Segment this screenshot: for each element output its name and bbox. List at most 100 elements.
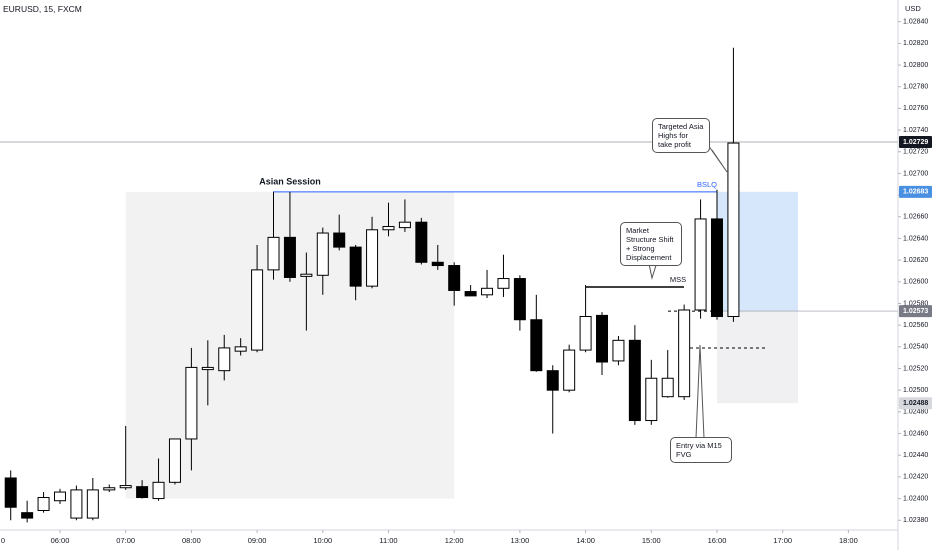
y-tick-label: 1.02760	[903, 105, 928, 112]
candle-body	[119, 485, 132, 489]
x-tick-label: 0	[1, 536, 5, 545]
axis-unit: USD	[905, 4, 921, 13]
y-tick-label: 1.02400	[903, 495, 928, 502]
x-tick-label: 08:00	[182, 536, 201, 545]
y-tick-label: 1.02560	[903, 322, 928, 329]
bslq-label: BSLQ	[697, 180, 717, 189]
mss-label: MSS	[670, 275, 686, 284]
price-marker-label: 1.02729	[903, 139, 928, 146]
x-tick-label: 07:00	[116, 536, 135, 545]
x-tick-label: 13:00	[511, 536, 530, 545]
y-tick-label: 1.02720	[903, 149, 928, 156]
y-tick-label: 1.02820	[903, 40, 928, 47]
pointer	[707, 144, 728, 173]
candle-body	[366, 229, 379, 287]
y-tick-label: 1.02440	[903, 452, 928, 459]
candle-body	[234, 346, 247, 352]
candle-body	[152, 481, 165, 500]
candle-body	[612, 339, 625, 362]
candle-body	[218, 347, 231, 372]
session-label: Asian Session	[259, 176, 321, 186]
candle-body	[431, 261, 444, 267]
callout-structure: Market Structure Shift + Strong Displace…	[620, 222, 682, 266]
candle-body	[86, 489, 99, 519]
price-marker-label: 1.02683	[903, 189, 928, 196]
price-marker-label: 1.02488	[903, 400, 928, 407]
pointer	[695, 344, 705, 439]
candle-body	[316, 232, 329, 276]
y-tick-label: 1.02520	[903, 365, 928, 372]
x-tick-label: 10:00	[313, 536, 332, 545]
y-tick-label: 1.02500	[903, 387, 928, 394]
x-tick-label: 18:00	[839, 536, 858, 545]
candle-body	[382, 226, 395, 231]
y-tick-label: 1.02540	[903, 344, 928, 351]
price-axis-bg	[898, 0, 932, 550]
y-tick-label: 1.02600	[903, 279, 928, 286]
y-tick-label: 1.02460	[903, 430, 928, 437]
candle-body	[513, 278, 526, 321]
candle-body	[168, 438, 181, 483]
candle-body	[497, 278, 510, 289]
candle-body	[251, 269, 264, 351]
candle-body	[70, 489, 83, 519]
candle-body	[185, 366, 198, 440]
y-tick-label: 1.02380	[903, 517, 928, 524]
price-marker	[899, 305, 932, 318]
candle-body	[4, 477, 17, 508]
candle-body	[481, 287, 494, 296]
candle-body	[661, 377, 674, 398]
price-marker	[899, 185, 932, 198]
callout-target: Targeted Asia Highs for take profit	[652, 118, 710, 153]
y-tick-label: 1.02420	[903, 474, 928, 481]
x-tick-label: 15:00	[642, 536, 661, 545]
candle-body	[464, 291, 477, 297]
y-tick-label: 1.02700	[903, 170, 928, 177]
candle-body	[103, 487, 116, 491]
y-tick-label: 1.02800	[903, 62, 928, 69]
candle-body	[678, 309, 691, 398]
y-tick-label: 1.02660	[903, 214, 928, 221]
x-tick-label: 12:00	[445, 536, 464, 545]
chart-title: EURUSD, 15, FXCM	[3, 4, 82, 14]
candle-body	[530, 319, 543, 372]
price-marker	[899, 135, 932, 148]
candle-body	[645, 377, 658, 422]
x-tick-label: 17:00	[773, 536, 792, 545]
candle-body	[300, 273, 313, 277]
candle-body	[563, 349, 576, 391]
candle-body	[448, 265, 461, 291]
candle-body	[628, 339, 641, 422]
y-tick-label: 1.02640	[903, 235, 928, 242]
y-tick-label: 1.02620	[903, 257, 928, 264]
candle-body	[710, 218, 723, 317]
candle-body	[546, 370, 559, 391]
y-tick-label: 1.02740	[903, 127, 928, 134]
y-tick-label: 1.02840	[903, 19, 928, 26]
candle-body	[596, 314, 609, 363]
price-marker	[899, 397, 932, 410]
candle-body	[21, 512, 34, 519]
x-tick-label: 11:00	[379, 536, 397, 545]
y-tick-label: 1.02480	[903, 409, 928, 416]
x-tick-label: 09:00	[248, 536, 267, 545]
y-tick-label: 1.02780	[903, 84, 928, 91]
candle-body	[349, 246, 362, 287]
candle-body	[201, 366, 214, 371]
candle-body	[267, 236, 280, 271]
risk-zone	[717, 311, 798, 404]
candle-body	[694, 218, 707, 311]
y-tick-label: 1.02580	[903, 300, 928, 307]
candle-body	[727, 142, 740, 317]
candle-body	[333, 232, 346, 248]
x-tick-label: 06:00	[51, 536, 70, 545]
x-tick-label: 16:00	[708, 536, 727, 545]
candle-body	[283, 236, 296, 278]
callout-entry: Entry via M15 FVG	[670, 437, 732, 463]
candle-body	[398, 221, 411, 229]
candle-body	[579, 315, 592, 351]
candle-body	[53, 491, 66, 502]
candle-body	[136, 486, 149, 498]
